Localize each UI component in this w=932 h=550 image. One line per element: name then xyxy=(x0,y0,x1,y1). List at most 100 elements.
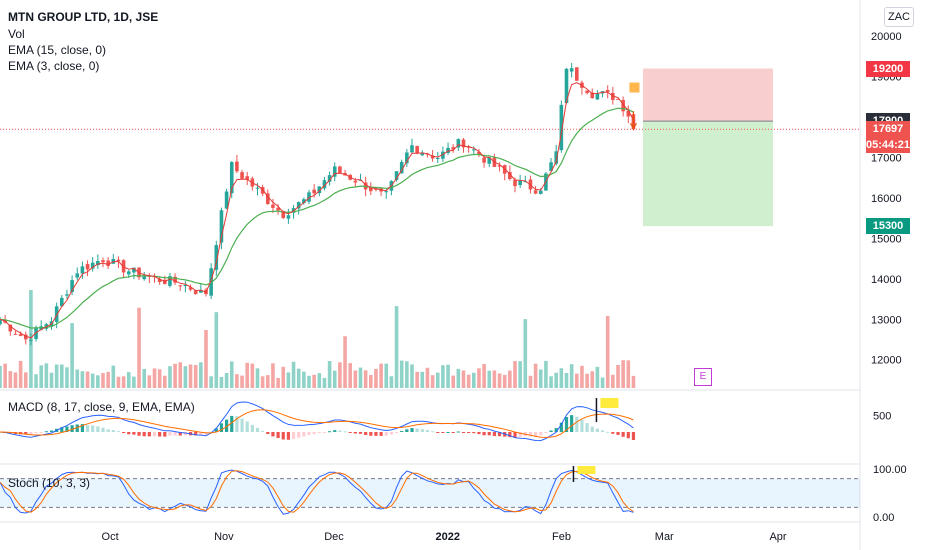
candle-body xyxy=(80,266,85,274)
volume-bar xyxy=(126,372,131,388)
volume-bar xyxy=(13,372,18,388)
volume-bar xyxy=(281,366,286,388)
volume-bar xyxy=(518,361,522,388)
candle-body xyxy=(451,147,455,150)
candle-body xyxy=(508,171,512,179)
candle-body xyxy=(199,289,203,293)
volume-bar xyxy=(193,365,198,388)
volume-bar xyxy=(178,362,183,388)
candle-body xyxy=(296,202,301,209)
volume-bar xyxy=(585,373,589,388)
volume-bar xyxy=(348,363,352,388)
candle-body xyxy=(183,284,188,287)
macd-histogram-bar xyxy=(29,432,33,435)
scale-currency-button[interactable]: ZAC xyxy=(884,7,914,27)
macd-histogram-bar xyxy=(70,425,74,432)
candle-body xyxy=(29,339,33,341)
legend-macd[interactable]: MACD (8, 17, close, 9, EMA, EMA) xyxy=(8,400,195,414)
volume-bar xyxy=(245,362,249,388)
volume-bar xyxy=(209,376,213,388)
macd-histogram-bar xyxy=(49,430,54,432)
macd-histogram-bar xyxy=(564,417,569,432)
macd-histogram-bar xyxy=(80,424,84,432)
volume-bar xyxy=(513,361,517,388)
candle-body xyxy=(245,176,249,180)
stoch-d-line xyxy=(0,470,634,513)
macd-histogram-bar xyxy=(508,432,512,438)
macd-tick-label: 500 xyxy=(873,411,891,423)
macd-histogram-bar xyxy=(199,432,203,435)
volume-bar xyxy=(466,374,471,388)
macd-histogram-bar xyxy=(606,431,610,433)
volume-bar xyxy=(389,376,394,388)
macd-histogram-bar xyxy=(415,428,419,432)
legend-vol[interactable]: Vol xyxy=(8,27,25,41)
volume-bar xyxy=(80,371,85,388)
macd-histogram-bar xyxy=(590,426,594,432)
macd-histogram-bar xyxy=(595,428,599,432)
candle-body xyxy=(126,271,131,275)
macd-histogram-bar xyxy=(425,430,430,432)
macd-histogram-bar xyxy=(374,432,378,436)
stochastic-pane xyxy=(0,466,860,515)
candle-body xyxy=(533,190,538,194)
candle-body xyxy=(441,151,445,159)
legend-ema15[interactable]: EMA (15, close, 0) xyxy=(8,43,107,57)
macd-histogram-bar xyxy=(266,432,270,435)
candle-body xyxy=(384,191,389,193)
volume-bar xyxy=(18,360,23,388)
y-tick-label: 14000 xyxy=(871,274,902,286)
stop-zone xyxy=(643,121,773,227)
volume-bar xyxy=(631,375,636,388)
volume-bar xyxy=(394,306,399,388)
volume-bar xyxy=(152,368,157,388)
volume-bar xyxy=(605,315,610,388)
candle-body xyxy=(0,319,2,325)
volume-bar xyxy=(461,370,466,388)
macd-histogram-bar xyxy=(611,432,615,434)
macd-histogram-bar xyxy=(101,427,105,432)
volume-bar xyxy=(132,376,136,388)
earnings-badge[interactable]: E xyxy=(694,368,712,386)
candle-body xyxy=(229,162,234,194)
macd-histogram-bar xyxy=(214,428,218,432)
volume-bar xyxy=(415,371,419,388)
macd-histogram-bar xyxy=(570,415,574,432)
candle-body xyxy=(435,157,440,159)
volume-bar xyxy=(142,368,146,388)
candle-body xyxy=(168,276,172,286)
volume-bar xyxy=(482,363,486,388)
candle-body xyxy=(595,93,600,100)
volume-bar xyxy=(595,366,600,388)
volume-bar xyxy=(369,374,373,388)
macd-histogram-bar xyxy=(178,432,182,436)
macd-histogram-bar xyxy=(44,431,48,433)
volume-bar xyxy=(363,370,368,388)
volume-bar xyxy=(600,377,605,388)
volume-bar xyxy=(168,366,172,388)
macd-histogram-bar xyxy=(394,432,399,433)
volume-bar xyxy=(626,360,631,388)
candle-body xyxy=(307,192,311,202)
candle-body xyxy=(549,162,553,171)
macd-histogram-bar xyxy=(554,428,558,432)
macd-histogram-bar xyxy=(132,432,136,435)
volume-bar xyxy=(312,374,316,388)
volume-bar xyxy=(374,368,378,388)
candle-body xyxy=(518,180,522,185)
macd-pane xyxy=(0,398,636,442)
legend-stoch[interactable]: Stoch (10, 3, 3) xyxy=(8,476,91,490)
macd-histogram-bar xyxy=(513,432,517,438)
volume-bar xyxy=(147,375,152,388)
macd-histogram-bar xyxy=(534,432,538,437)
macd-histogram-bar xyxy=(183,432,187,436)
volume-bar xyxy=(456,368,461,388)
macd-histogram-bar xyxy=(34,432,38,434)
legend-ema3[interactable]: EMA (3, close, 0) xyxy=(8,59,100,73)
macd-histogram-bar xyxy=(492,432,496,437)
volume-bar xyxy=(199,362,203,388)
macd-histogram-bar xyxy=(549,430,553,432)
volume-bar xyxy=(580,365,584,388)
candle-body xyxy=(554,151,558,164)
